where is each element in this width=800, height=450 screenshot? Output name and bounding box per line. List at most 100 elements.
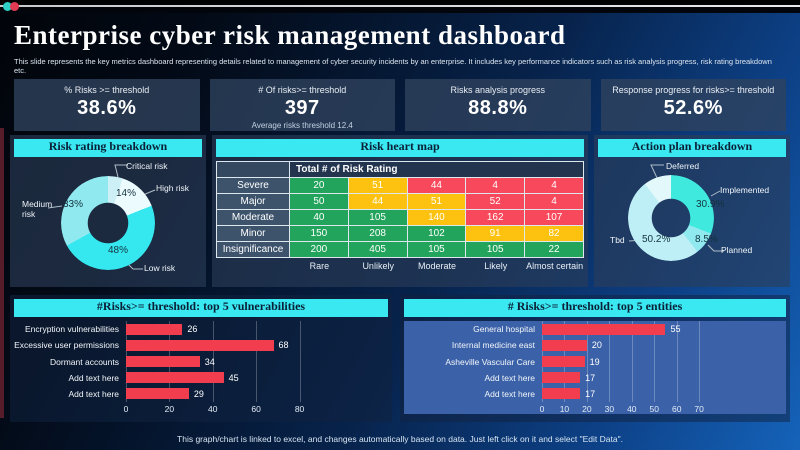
panel-action-plan-breakdown: Action plan breakdown Deferred Implement… (594, 135, 790, 287)
gridline (631, 321, 633, 402)
bar-value-label: 29 (193, 388, 204, 399)
kpi-card-risk-count: # Of risks>= threshold 397 Average risks… (209, 79, 395, 131)
heatmap-cell[interactable]: 162 (465, 209, 526, 226)
panel-top5-entities: # Risks>= threshold: top 5 entities Gene… (400, 295, 790, 422)
bar-value-label: 19 (589, 356, 600, 367)
bar[interactable] (542, 339, 587, 351)
slice-pct-implemented: 30.9% (696, 199, 725, 210)
heatmap-cell[interactable]: 44 (347, 193, 408, 210)
bar[interactable] (126, 323, 183, 335)
heatmap-row-label: Minor (216, 225, 290, 242)
kpi-subtext: Average risks threshold 12.4 (251, 121, 353, 130)
action-plan-donut-chart[interactable] (628, 175, 714, 261)
bar-row: 19 (542, 353, 780, 369)
bar-category-labels: General hospital Internal medicine east As… (404, 321, 542, 414)
heatmap-cell[interactable]: 200 (289, 241, 349, 258)
heatmap-col-label: Almost certain (526, 261, 584, 271)
kpi-card-risks-pct: % Risks >= threshold 38.6% (14, 79, 200, 131)
gridline (676, 321, 678, 402)
heatmap-table[interactable]: Total # of Risk Rating Severe 20 51 44 4 4 Maj… (216, 161, 584, 258)
bar-category-label: Excessive user permissions (14, 340, 119, 351)
bar-rows: 26 68 34 45 29 (126, 321, 382, 402)
bar[interactable] (542, 388, 581, 400)
heatmap-x-labels: Rare Unlikely Moderate Likely Almost certain (290, 261, 584, 271)
bar-value-label: 34 (204, 356, 215, 367)
x-axis-ticks: 0 10 20 30 40 50 60 70 (540, 402, 780, 414)
heatmap-cell[interactable]: 105 (406, 241, 467, 258)
heatmap-cell[interactable]: 82 (524, 225, 584, 242)
bar-category-label: Add text here (484, 372, 535, 383)
slice-label-high-risk: High risk (156, 183, 190, 193)
kpi-value: 88.8% (468, 97, 528, 119)
bar[interactable] (126, 339, 274, 351)
heatmap-cell[interactable]: 140 (406, 209, 467, 226)
bar-plot[interactable]: 55 20 19 17 17 0 10 20 30 40 50 60 70 (540, 321, 780, 414)
kpi-value: 52.6% (663, 97, 723, 119)
heatmap-cell[interactable]: 102 (406, 225, 467, 242)
heatmap-cell[interactable]: 50 (289, 193, 349, 210)
bar-category-label: Dormant accounts (50, 356, 119, 367)
slice-pct-tbd: 50.2% (642, 234, 671, 245)
heatmap-cell[interactable]: 150 (289, 225, 349, 242)
heatmap-header-row: Total # of Risk Rating (216, 161, 584, 178)
x-tick-label: 30 (604, 404, 615, 414)
heatmap-body: Total # of Risk Rating Severe 20 51 44 4 4 Maj… (216, 161, 584, 258)
heatmap-row-label: Moderate (216, 209, 290, 226)
bar-value-label: 17 (585, 388, 596, 399)
heatmap-col-label: Likely (484, 261, 508, 271)
kpi-label: Risks analysis progress (450, 85, 546, 95)
x-tick-label: 70 (694, 404, 704, 414)
gridline (256, 321, 258, 402)
heatmap-cell[interactable]: 107 (524, 209, 584, 226)
bar-row: 45 (126, 370, 382, 386)
heatmap-cell[interactable]: 40 (289, 209, 349, 226)
page-subtitle: This slide represents the key metrics da… (14, 57, 772, 75)
bar-category-label: Add text here (68, 372, 119, 383)
bar[interactable] (126, 388, 189, 400)
bar-category-labels: Encryption vulnerabilities Excessive user… (14, 321, 126, 414)
risk-rating-chart-area[interactable]: Critical risk High risk Medium risk Low … (14, 161, 202, 283)
heatmap-cell[interactable]: 20 (289, 177, 349, 194)
x-tick-label: 60 (671, 404, 682, 414)
panel-top5-vulnerabilities: #Risks>= threshold: top 5 vulnerabilitie… (10, 295, 392, 422)
heatmap-chart-area[interactable]: Total # of Risk Rating Severe 20 51 44 4 4 Maj… (216, 161, 584, 283)
donut-hole (652, 199, 690, 237)
heatmap-cell[interactable]: 51 (347, 177, 408, 194)
entities-bar-chart[interactable]: General hospital Internal medicine east As… (404, 321, 786, 414)
heatmap-cell[interactable]: 44 (406, 177, 467, 194)
heatmap-cell[interactable]: 105 (465, 241, 526, 258)
bar[interactable] (542, 323, 666, 335)
heatmap-cell[interactable]: 22 (524, 241, 584, 258)
panel-risk-heat-map: Risk heart map Total # of Risk Rating Se… (212, 135, 588, 287)
bar[interactable] (126, 356, 200, 367)
heatmap-cell[interactable]: 208 (347, 225, 408, 242)
gridline (699, 321, 701, 402)
slice-label-low-risk: Low risk (144, 263, 176, 273)
bar[interactable] (542, 356, 585, 367)
x-tick-label: 0 (123, 404, 129, 414)
heatmap-cell[interactable]: 52 (465, 193, 526, 210)
heatmap-row-label: Major (216, 193, 290, 210)
heatmap-cell[interactable]: 4 (465, 177, 526, 194)
heatmap-cell[interactable]: 91 (465, 225, 526, 242)
action-plan-chart-area[interactable]: Deferred Implemented Planned Tbd 30.9% 8… (598, 161, 786, 283)
left-edge-strip (0, 128, 4, 418)
heatmap-cell[interactable]: 51 (406, 193, 467, 210)
x-tick-label: 40 (208, 404, 218, 414)
x-axis-ticks: 0 20 40 60 80 (123, 402, 382, 414)
bar-plot[interactable]: 26 68 34 45 29 0 20 40 60 80 (123, 321, 382, 414)
bar[interactable] (126, 372, 224, 384)
heatmap-cell[interactable]: 105 (347, 209, 408, 226)
red-dot-icon (10, 2, 19, 11)
heatmap-cell[interactable]: 405 (347, 241, 408, 258)
heatmap-row-label: Severe (216, 177, 290, 194)
heatmap-cell[interactable]: 4 (524, 193, 584, 210)
heatmap-row: Major 50 44 51 52 4 (216, 193, 584, 210)
bottom-row: #Risks>= threshold: top 5 vulnerabilitie… (10, 295, 790, 422)
bar[interactable] (542, 372, 581, 384)
heatmap-cell[interactable]: 4 (524, 177, 584, 194)
risk-rating-donut-chart[interactable] (61, 176, 155, 270)
bar-value-label: 68 (278, 340, 289, 351)
vulnerabilities-bar-chart[interactable]: Encryption vulnerabilities Excessive user… (14, 321, 388, 414)
middle-row: Risk rating breakdown Critical risk High… (10, 135, 790, 287)
